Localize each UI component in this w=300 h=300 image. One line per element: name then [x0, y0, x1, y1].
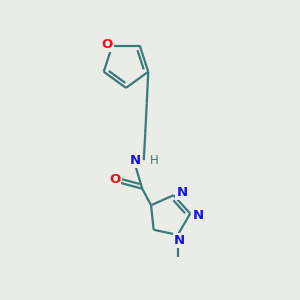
Text: H: H — [150, 154, 159, 167]
Text: O: O — [109, 173, 120, 186]
Text: N: N — [174, 234, 185, 248]
Text: O: O — [101, 38, 112, 51]
Text: N: N — [130, 154, 141, 167]
Text: N: N — [193, 208, 204, 221]
Text: N: N — [176, 186, 188, 199]
